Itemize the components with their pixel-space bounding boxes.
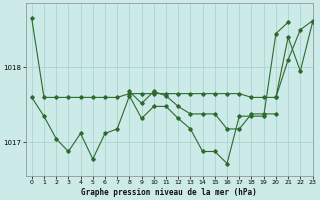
X-axis label: Graphe pression niveau de la mer (hPa): Graphe pression niveau de la mer (hPa)	[81, 188, 257, 197]
